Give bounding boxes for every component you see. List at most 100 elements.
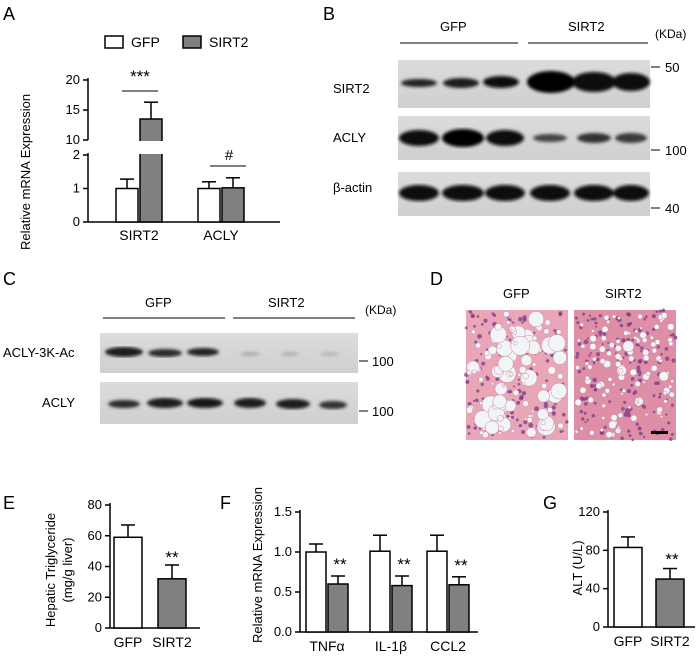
- legend-swatch-sirt2: [182, 35, 202, 49]
- histology-nucleus: [592, 377, 597, 383]
- histology-lipid-droplet: [601, 392, 607, 398]
- histology-lipid-droplet: [550, 382, 568, 400]
- histology-lipid-droplet: [524, 417, 528, 421]
- histology-lipid-droplet: [475, 342, 482, 349]
- histology-lipid-droplet: [487, 345, 498, 355]
- histology-lipid-droplet: [605, 431, 613, 439]
- histology-nucleus: [588, 354, 591, 357]
- chartE-ytick-label: 60: [88, 528, 102, 543]
- histology-nucleus: [483, 318, 488, 323]
- histology-lipid-droplet: [650, 341, 657, 348]
- histology-lipid-droplet: [658, 371, 669, 382]
- histology-nucleus: [528, 422, 534, 428]
- panel-letter-f: F: [220, 493, 231, 513]
- chartE-ytick-label: 20: [88, 589, 102, 604]
- histology-lipid-droplet: [591, 329, 595, 333]
- histology-nucleus: [478, 427, 482, 430]
- histology-nucleus: [575, 352, 580, 356]
- chartG-ytick-label: 0: [593, 619, 600, 634]
- histology-lipid-droplet: [498, 431, 502, 435]
- histology-lipid-droplet: [604, 388, 611, 394]
- panel-letter-b: B: [323, 4, 335, 24]
- histology-nucleus: [516, 400, 521, 405]
- histology-nucleus: [638, 373, 641, 377]
- histology-lipid-droplet: [497, 343, 502, 349]
- histology-lipid-droplet: [639, 326, 643, 330]
- histology-lipid-droplet: [482, 431, 489, 439]
- histology-nucleus: [661, 308, 666, 313]
- histology-lipid-droplet: [552, 350, 567, 365]
- histology-nucleus: [670, 432, 674, 436]
- histology-nucleus: [472, 399, 476, 402]
- chart-f-bar-gfp: [426, 550, 448, 633]
- chart-a-bar-gfp: [115, 187, 139, 223]
- histology-nucleus: [581, 417, 585, 421]
- chart-f: Relative mRNA Expression 0.0 0.5 1.0 1.5 ** T…: [250, 487, 478, 654]
- histology-lipid-droplet: [630, 414, 638, 422]
- histology-nucleus: [598, 314, 602, 318]
- histology-nucleus: [640, 346, 644, 350]
- histology-nucleus: [553, 329, 557, 333]
- histology-nucleus: [595, 325, 598, 328]
- chart-a-xtick-label: ACLY: [203, 227, 239, 243]
- histology-lipid-droplet: [508, 371, 514, 377]
- histology-lipid-droplet: [635, 397, 640, 402]
- histology-nucleus: [521, 321, 524, 324]
- histology-lipid-droplet: [589, 334, 597, 343]
- histology-nucleus: [658, 392, 662, 396]
- histology-nucleus: [597, 330, 603, 336]
- histology-nucleus: [631, 338, 635, 342]
- histology-nucleus: [628, 434, 632, 438]
- chart-f-bar-sirt2: [327, 583, 349, 633]
- histology-nucleus: [584, 401, 588, 406]
- histology-nucleus: [545, 359, 550, 363]
- histology-nucleus: [588, 314, 592, 317]
- histology-nucleus: [515, 418, 519, 422]
- histology-lipid-droplet: [617, 425, 621, 430]
- histology-lipid-droplet: [649, 335, 654, 340]
- histology-lipid-droplet: [587, 396, 594, 403]
- histology-lipid-droplet: [575, 365, 580, 370]
- histology-nucleus: [651, 314, 656, 319]
- panel-letter-d: D: [430, 269, 443, 289]
- histology-lipid-droplet: [603, 314, 610, 321]
- histology-lipid-droplet: [584, 361, 590, 366]
- histology-lipid-droplet: [517, 373, 522, 377]
- histology-nucleus: [623, 412, 629, 417]
- histology-lipid-droplet: [580, 343, 586, 349]
- histology-nucleus: [590, 317, 594, 321]
- blot-b-group-sirt2: SIRT2: [568, 19, 605, 34]
- histology-lipid-droplet: [579, 386, 587, 394]
- histology-nucleus: [640, 350, 643, 353]
- panel-letter-c: C: [3, 269, 16, 289]
- histology-nucleus: [576, 321, 580, 325]
- histology-nucleus: [584, 420, 587, 424]
- histology-lipid-droplet: [479, 401, 483, 406]
- histology-lipid-droplet: [623, 330, 629, 336]
- histology-lipid-droplet: [601, 325, 609, 333]
- histology-lipid-droplet: [579, 322, 584, 327]
- histology-nucleus: [510, 415, 515, 419]
- chart-a-bar-gfp: [197, 187, 221, 223]
- histology-nucleus: [586, 418, 590, 422]
- histology-lipid-droplet: [599, 358, 606, 365]
- histology-lipid-droplet: [498, 425, 504, 432]
- chart-g: ALT (U/L) 0 40 80 120 GFP SIRT2 **: [570, 504, 695, 649]
- histology-nucleus: [623, 400, 627, 404]
- chart-a-ytick-label: 2: [73, 147, 80, 162]
- histology-nucleus: [469, 310, 473, 314]
- histology-nucleus: [631, 438, 635, 442]
- chart-f-bar-sirt2: [391, 584, 413, 633]
- blot-b-bands-sirt2: [401, 71, 650, 93]
- histology-nucleus: [636, 365, 641, 370]
- histology-nucleus: [635, 343, 639, 347]
- histology-nucleus: [491, 312, 495, 316]
- chartE-ytick-label: 0: [95, 620, 102, 635]
- histology-lipid-droplet: [595, 382, 603, 390]
- chart-a-ytick-label: 0: [73, 214, 80, 229]
- chart-a-ytick-label: 10: [66, 132, 80, 147]
- histology-lipid-droplet: [510, 429, 515, 434]
- blot-c-group-gfp: GFP: [145, 295, 172, 310]
- histology-lipid-droplet: [530, 409, 535, 413]
- chartG-ytick-label: 40: [586, 581, 600, 596]
